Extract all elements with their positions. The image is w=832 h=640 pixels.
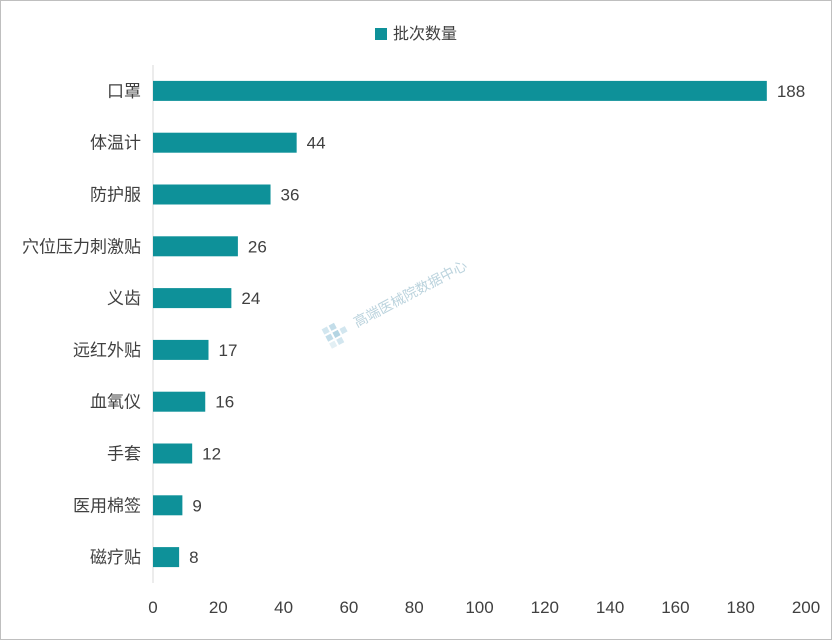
category-label: 口罩 [107,82,141,102]
x-tick-label: 120 [531,598,559,617]
data-label: 12 [202,445,221,464]
category-label: 远红外贴 [73,341,141,361]
bar [153,132,297,153]
x-tick-label: 180 [727,598,755,617]
x-tick-label: 60 [339,598,358,617]
x-tick-label: 80 [405,598,424,617]
data-label: 16 [215,393,234,412]
x-tick-label: 160 [661,598,689,617]
data-label: 24 [241,289,260,308]
bar [153,391,206,412]
category-label: 体温计 [90,134,141,154]
bar [153,339,209,360]
category-label: 磁疗贴 [90,548,141,568]
data-label: 26 [248,237,267,256]
legend-swatch [374,28,387,40]
chart-legend: 批次数量 [0,20,832,44]
x-tick-label: 0 [148,598,157,617]
data-label: 44 [307,134,326,153]
x-tick-label: 140 [596,598,624,617]
bar [153,288,232,309]
data-label: 8 [189,548,198,567]
bar [153,80,767,101]
bar [153,443,193,464]
x-tick-label: 40 [274,598,293,617]
x-tick-label: 20 [209,598,228,617]
x-tick-label: 200 [792,598,820,617]
category-label: 防护服 [90,186,141,206]
bar [153,495,183,516]
bar [153,236,238,257]
x-tick-label: 100 [465,598,493,617]
bar [153,184,271,205]
category-label: 血氧仪 [90,393,141,413]
data-label: 188 [777,82,805,101]
category-label: 医用棉签 [73,496,141,516]
data-label: 9 [192,496,201,515]
bar [153,547,180,568]
legend-label: 批次数量 [392,24,457,43]
category-label: 义齿 [107,289,141,309]
category-label: 手套 [107,445,141,465]
data-label: 17 [219,341,238,360]
category-label: 穴位压力刺激贴 [22,237,141,257]
data-label: 36 [281,186,300,205]
